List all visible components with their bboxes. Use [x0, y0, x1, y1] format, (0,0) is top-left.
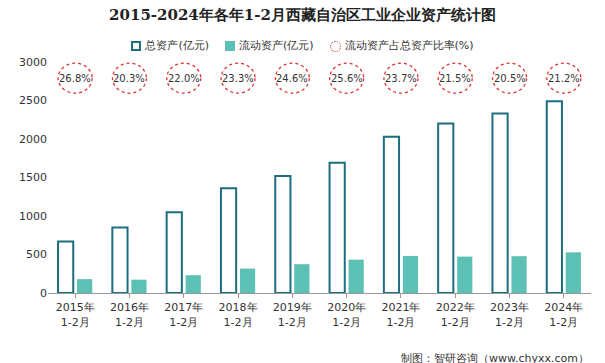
svg-text:20.5%: 20.5%	[494, 73, 526, 84]
svg-text:21.2%: 21.2%	[548, 73, 580, 84]
svg-text:2000: 2000	[19, 133, 47, 146]
svg-text:1000: 1000	[19, 210, 47, 223]
svg-text:2015年1-2月: 2015年1-2月	[56, 301, 95, 328]
html-text:流动资产占总资产比率(%): 流动资产占总资产比率(%)	[344, 39, 474, 52]
html-text:流动资产(亿元): 流动资产(亿元)	[239, 39, 314, 52]
svg-text:制图：智研咨询（www.chyxx.com）: 制图：智研咨询（www.chyxx.com）	[401, 352, 589, 363]
svg-text:2018年1-2月: 2018年1-2月	[219, 301, 258, 328]
svg-text:23.7%: 23.7%	[385, 73, 417, 84]
svg-text:0: 0	[40, 287, 47, 300]
svg-text:500: 500	[26, 248, 47, 261]
svg-text:2500: 2500	[19, 94, 47, 107]
svg-text:24.6%: 24.6%	[276, 73, 308, 84]
svg-text:2019年1-2月: 2019年1-2月	[273, 301, 312, 328]
svg-text:2015-2024年各年1-2月西藏自治区工业企业资产统计图: 2015-2024年各年1-2月西藏自治区工业企业资产统计图	[109, 6, 496, 24]
svg-text:21.5%: 21.5%	[439, 73, 471, 84]
svg-text:2021年1-2月: 2021年1-2月	[381, 301, 420, 328]
svg-text:26.8%: 26.8%	[59, 73, 91, 84]
svg-text:23.3%: 23.3%	[222, 73, 254, 84]
svg-text:2024年1-2月: 2024年1-2月	[544, 301, 583, 328]
svg-text:2017年1-2月: 2017年1-2月	[164, 301, 203, 328]
svg-text:25.6%: 25.6%	[331, 73, 363, 84]
html-text:总资产(亿元): 总资产(亿元)	[145, 39, 209, 52]
svg-text:1500: 1500	[19, 171, 47, 184]
svg-text:2023年1-2月: 2023年1-2月	[490, 301, 529, 328]
svg-text:3000: 3000	[19, 56, 47, 69]
svg-text:20.3%: 20.3%	[113, 73, 145, 84]
svg-text:2020年1-2月: 2020年1-2月	[327, 301, 366, 328]
svg-text:2016年1-2月: 2016年1-2月	[110, 301, 149, 328]
svg-text:22.0%: 22.0%	[168, 73, 200, 84]
svg-text:2022年1-2月: 2022年1-2月	[436, 301, 475, 328]
